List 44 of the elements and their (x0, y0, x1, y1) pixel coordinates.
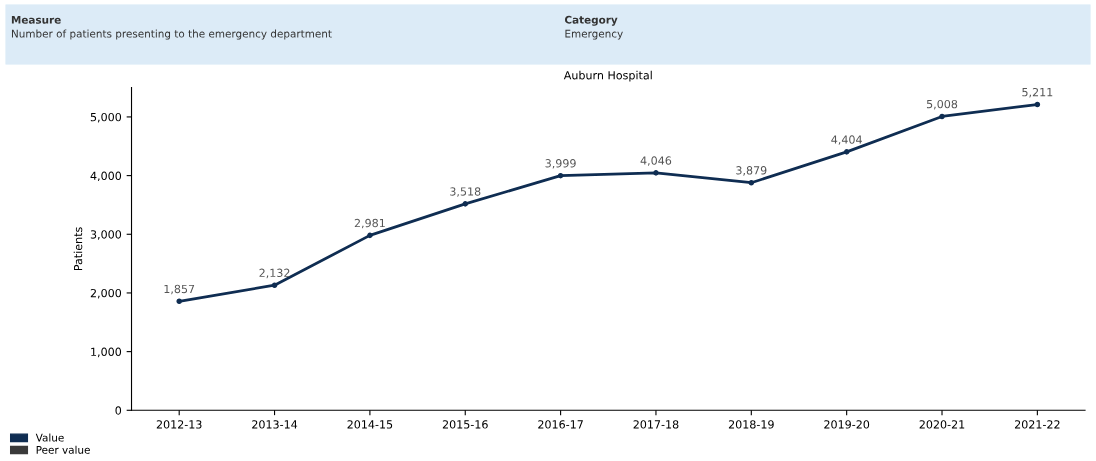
point (271, 282, 278, 288)
chart-title: Auburn Hospital (563, 70, 652, 82)
y-tick-label: 1,000 (91, 347, 122, 358)
data-label: 4,404 (831, 135, 862, 145)
y-axis-title: Patients (73, 227, 83, 271)
data-label: 5,008 (926, 99, 958, 110)
data-label: 5,211 (1022, 87, 1053, 98)
point (748, 179, 755, 186)
x-tick-label: 2017-18 (633, 420, 679, 429)
text: Measure (11, 16, 61, 24)
point (939, 113, 945, 120)
data-label: 4,046 (640, 156, 672, 166)
legend-label: Peer value (36, 445, 90, 454)
point (176, 298, 182, 305)
x-tick-label: 2014-15 (347, 420, 393, 429)
point (843, 149, 850, 155)
y-tick-label: 3,000 (90, 230, 122, 240)
x-tick-label: 2019-20 (824, 420, 870, 429)
x-tick-label: 2012-13 (156, 420, 202, 429)
point (653, 170, 659, 176)
point (462, 201, 469, 207)
text: Category (564, 15, 618, 26)
y-tick-label: 0 (115, 406, 122, 415)
data-label: 3,518 (450, 187, 481, 197)
x-tick-label: 2013-14 (252, 420, 298, 429)
text: Number of patients presenting to the emergency department (11, 29, 332, 40)
data-label: 2,132 (259, 268, 290, 279)
y-tick-label: 5,000 (90, 112, 122, 123)
data-label: 2,981 (354, 218, 385, 229)
point (1034, 101, 1041, 108)
x-tick-label: 2021-22 (1014, 420, 1060, 429)
text: Emergency (565, 29, 623, 40)
x-tick-label: 2016-17 (538, 420, 583, 429)
x-tick-label: 2018-19 (728, 420, 774, 429)
legend-label: Value (35, 433, 64, 442)
data-label: 1,857 (164, 284, 195, 295)
x-tick-label: 2020-21 (919, 420, 965, 429)
point (557, 172, 564, 179)
x-tick-label: 2015-16 (442, 420, 488, 429)
y-tick-label: 4,000 (90, 171, 122, 182)
point (367, 232, 373, 239)
data-label: 3,999 (545, 159, 576, 169)
y-tick-label: 2,000 (90, 288, 122, 299)
data-label: 3,879 (736, 166, 767, 176)
